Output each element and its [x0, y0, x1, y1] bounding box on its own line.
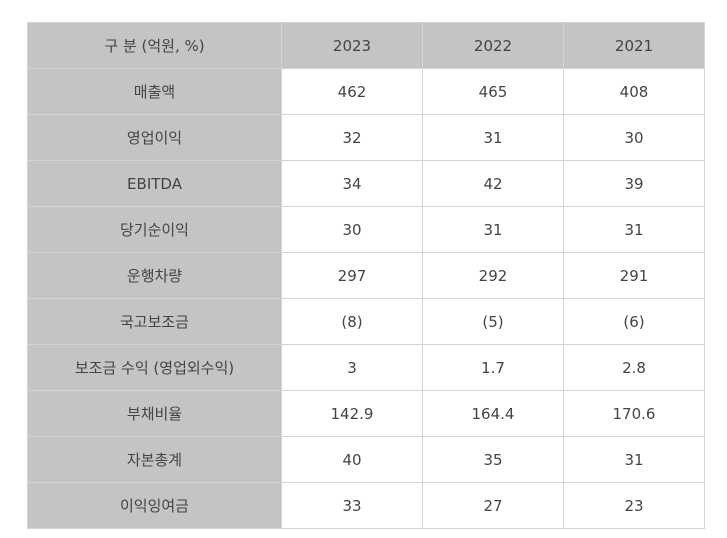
cell-value: 462 — [281, 68, 423, 115]
cell-value: 27 — [422, 482, 564, 529]
cell-value: 35 — [422, 436, 564, 483]
row-label: 영업이익 — [27, 114, 282, 161]
cell-value: 42 — [422, 160, 564, 207]
cell-value: 3 — [281, 344, 423, 391]
cell-value: 32 — [281, 114, 423, 161]
header-year-2021: 2021 — [563, 22, 705, 69]
row-label: 이익잉여금 — [27, 482, 282, 529]
cell-value: 164.4 — [422, 390, 564, 437]
cell-value: 2.8 — [563, 344, 705, 391]
row-label: 보조금 수익 (영업외수익) — [27, 344, 282, 391]
cell-value: 465 — [422, 68, 564, 115]
cell-value: (8) — [281, 298, 423, 345]
header-year-2022: 2022 — [422, 22, 564, 69]
cell-value: 408 — [563, 68, 705, 115]
table-row: 자본총계 40 35 31 — [27, 436, 705, 483]
row-label: 자본총계 — [27, 436, 282, 483]
table-row: 이익잉여금 33 27 23 — [27, 482, 705, 529]
cell-value: 30 — [281, 206, 423, 253]
cell-value: 39 — [563, 160, 705, 207]
header-label-cell: 구 분 (억원, %) — [27, 22, 282, 69]
table-row: 당기순이익 30 31 31 — [27, 206, 705, 253]
table-header-row: 구 분 (억원, %) 2023 2022 2021 — [27, 22, 705, 69]
cell-value: 292 — [422, 252, 564, 299]
cell-value: 40 — [281, 436, 423, 483]
cell-value: 291 — [563, 252, 705, 299]
row-label: 부채비율 — [27, 390, 282, 437]
cell-value: 31 — [563, 436, 705, 483]
row-label: 당기순이익 — [27, 206, 282, 253]
cell-value: 31 — [422, 206, 564, 253]
row-label: 매출액 — [27, 68, 282, 115]
table-row: 운행차량 297 292 291 — [27, 252, 705, 299]
table-row: 부채비율 142.9 164.4 170.6 — [27, 390, 705, 437]
table-row: 매출액 462 465 408 — [27, 68, 705, 115]
table-row: 보조금 수익 (영업외수익) 3 1.7 2.8 — [27, 344, 705, 391]
row-label: 운행차량 — [27, 252, 282, 299]
table-row: EBITDA 34 42 39 — [27, 160, 705, 207]
row-label: EBITDA — [27, 160, 282, 207]
cell-value: 1.7 — [422, 344, 564, 391]
cell-value: 31 — [422, 114, 564, 161]
header-year-2023: 2023 — [281, 22, 423, 69]
table-row: 국고보조금 (8) (5) (6) — [27, 298, 705, 345]
cell-value: 142.9 — [281, 390, 423, 437]
cell-value: (6) — [563, 298, 705, 345]
cell-value: 30 — [563, 114, 705, 161]
cell-value: 23 — [563, 482, 705, 529]
cell-value: 33 — [281, 482, 423, 529]
table-row: 영업이익 32 31 30 — [27, 114, 705, 161]
cell-value: 31 — [563, 206, 705, 253]
cell-value: 297 — [281, 252, 423, 299]
cell-value: 170.6 — [563, 390, 705, 437]
row-label: 국고보조금 — [27, 298, 282, 345]
financial-summary-table: 구 분 (억원, %) 2023 2022 2021 매출액 462 465 4… — [27, 22, 705, 529]
cell-value: (5) — [422, 298, 564, 345]
cell-value: 34 — [281, 160, 423, 207]
